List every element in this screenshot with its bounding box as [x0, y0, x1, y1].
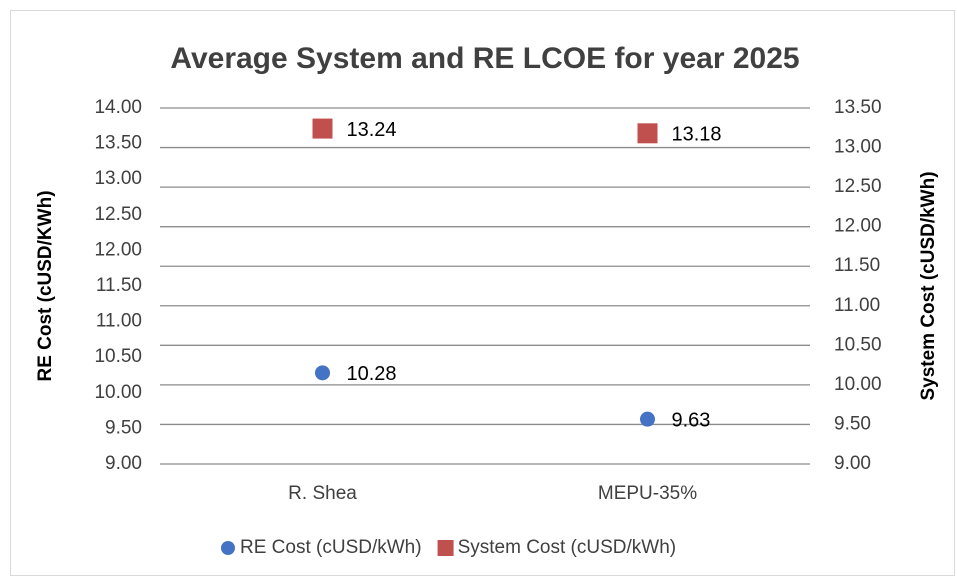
y-tick-label: 11.00 — [96, 311, 142, 332]
chart-title: Average System and RE LCOE for year 2025 — [170, 42, 799, 75]
y2-tick-label: 9.50 — [834, 413, 871, 434]
legend-marker — [221, 541, 235, 555]
y-tick-label: 9.50 — [105, 417, 142, 438]
marker — [637, 123, 658, 144]
y-tick-label: 10.00 — [94, 382, 142, 403]
chart-border — [10, 10, 955, 576]
y2-tick-label: 12.50 — [834, 176, 882, 197]
y2-tick-label: 9.00 — [834, 453, 871, 474]
y2-tick-label: 11.50 — [834, 255, 880, 276]
y-tick-label: 9.00 — [105, 453, 142, 474]
legend-label: System Cost (cUSD/kWh) — [458, 537, 677, 558]
y2-tick-label: 13.50 — [834, 97, 882, 118]
data-label: 13.24 — [347, 119, 397, 141]
marker — [640, 411, 655, 427]
data-label: 9.63 — [672, 409, 711, 431]
y-tick-label: 10.50 — [94, 346, 142, 367]
y-tick-label: 11.50 — [96, 275, 142, 296]
marker — [312, 118, 333, 139]
y2-tick-label: 11.00 — [834, 295, 880, 316]
y2-tick-label: 10.00 — [834, 374, 882, 395]
y-tick-label: 14.00 — [94, 97, 142, 118]
y-axis-title: RE Cost (cUSD/KWh) — [35, 190, 56, 381]
data-label: 13.18 — [672, 124, 722, 146]
marker — [315, 365, 330, 381]
y-tick-label: 13.00 — [94, 168, 142, 189]
y2-axis-title: System Cost (cUSD/kWh) — [918, 171, 939, 400]
x-tick-label: MEPU-35% — [598, 483, 697, 504]
y2-tick-label: 13.00 — [834, 137, 882, 158]
y2-tick-label: 12.00 — [834, 216, 882, 237]
y-tick-label: 13.50 — [94, 133, 142, 154]
y-tick-label: 12.00 — [94, 239, 142, 260]
y2-tick-label: 10.50 — [834, 334, 882, 355]
data-label: 10.28 — [347, 363, 397, 385]
legend-label: RE Cost (cUSD/kWh) — [240, 537, 422, 558]
x-tick-label: R. Shea — [288, 483, 357, 504]
y-tick-label: 12.50 — [94, 204, 142, 225]
legend-marker — [437, 540, 454, 556]
